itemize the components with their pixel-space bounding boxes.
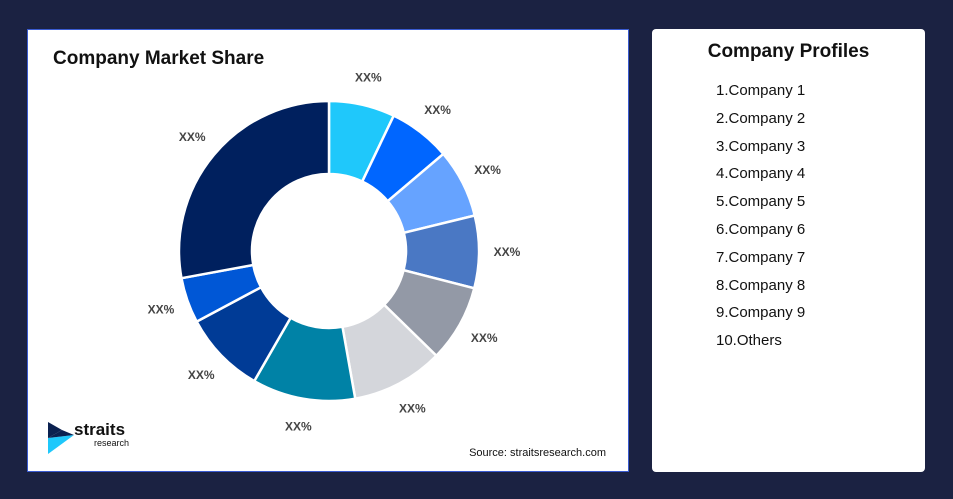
profile-item: 4.Company 4	[716, 165, 806, 183]
data-label: XX%	[148, 303, 175, 317]
data-label: XX%	[355, 70, 382, 84]
profiles-list: 1.Company 1 2.Company 2 3.Company 3 4.Compa…	[716, 77, 925, 355]
profile-item: 9.Company 9	[716, 304, 806, 322]
profile-item: 2.Company 2	[716, 109, 806, 127]
donut-slice-10	[177, 99, 331, 280]
logo-sub: research	[94, 438, 130, 448]
profile-item: 6.Company 6	[716, 220, 806, 238]
source-text: Source: straitsresearch.com	[469, 447, 606, 459]
profile-item: 3.Company 3	[716, 137, 806, 155]
data-label: XX%	[188, 368, 215, 382]
profile-item: 10.Others	[716, 332, 782, 350]
logo-arrow-icon	[48, 422, 74, 454]
data-label: XX%	[285, 419, 312, 433]
data-label: XX%	[471, 331, 498, 345]
data-label: XX%	[179, 130, 206, 144]
straits-logo: straits research	[48, 420, 129, 461]
profiles-title: Company Profiles	[707, 41, 870, 62]
profile-item: 5.Company 5	[716, 193, 806, 211]
data-label: XX%	[474, 163, 501, 177]
data-label: XX%	[399, 401, 426, 415]
chart-title: Company Market Share	[53, 48, 265, 69]
profile-item: 7.Company 7	[716, 248, 806, 266]
data-label: XX%	[424, 103, 451, 117]
company-profiles-panel: Company Profiles 1.Company 1 2.Company 2 3…	[652, 29, 925, 472]
market-share-panel: Company Market Share XX% XX% XX% XX% XX% XX% X…	[27, 29, 629, 472]
profile-item: 1.Company 1	[716, 82, 806, 99]
donut-chart: XX% XX% XX% XX% XX% XX% XX% XX% XX% XX%	[148, 70, 521, 433]
logo-brand: straits	[74, 420, 126, 439]
profile-item: 8.Company 8	[716, 276, 806, 294]
data-label: XX%	[494, 245, 521, 259]
